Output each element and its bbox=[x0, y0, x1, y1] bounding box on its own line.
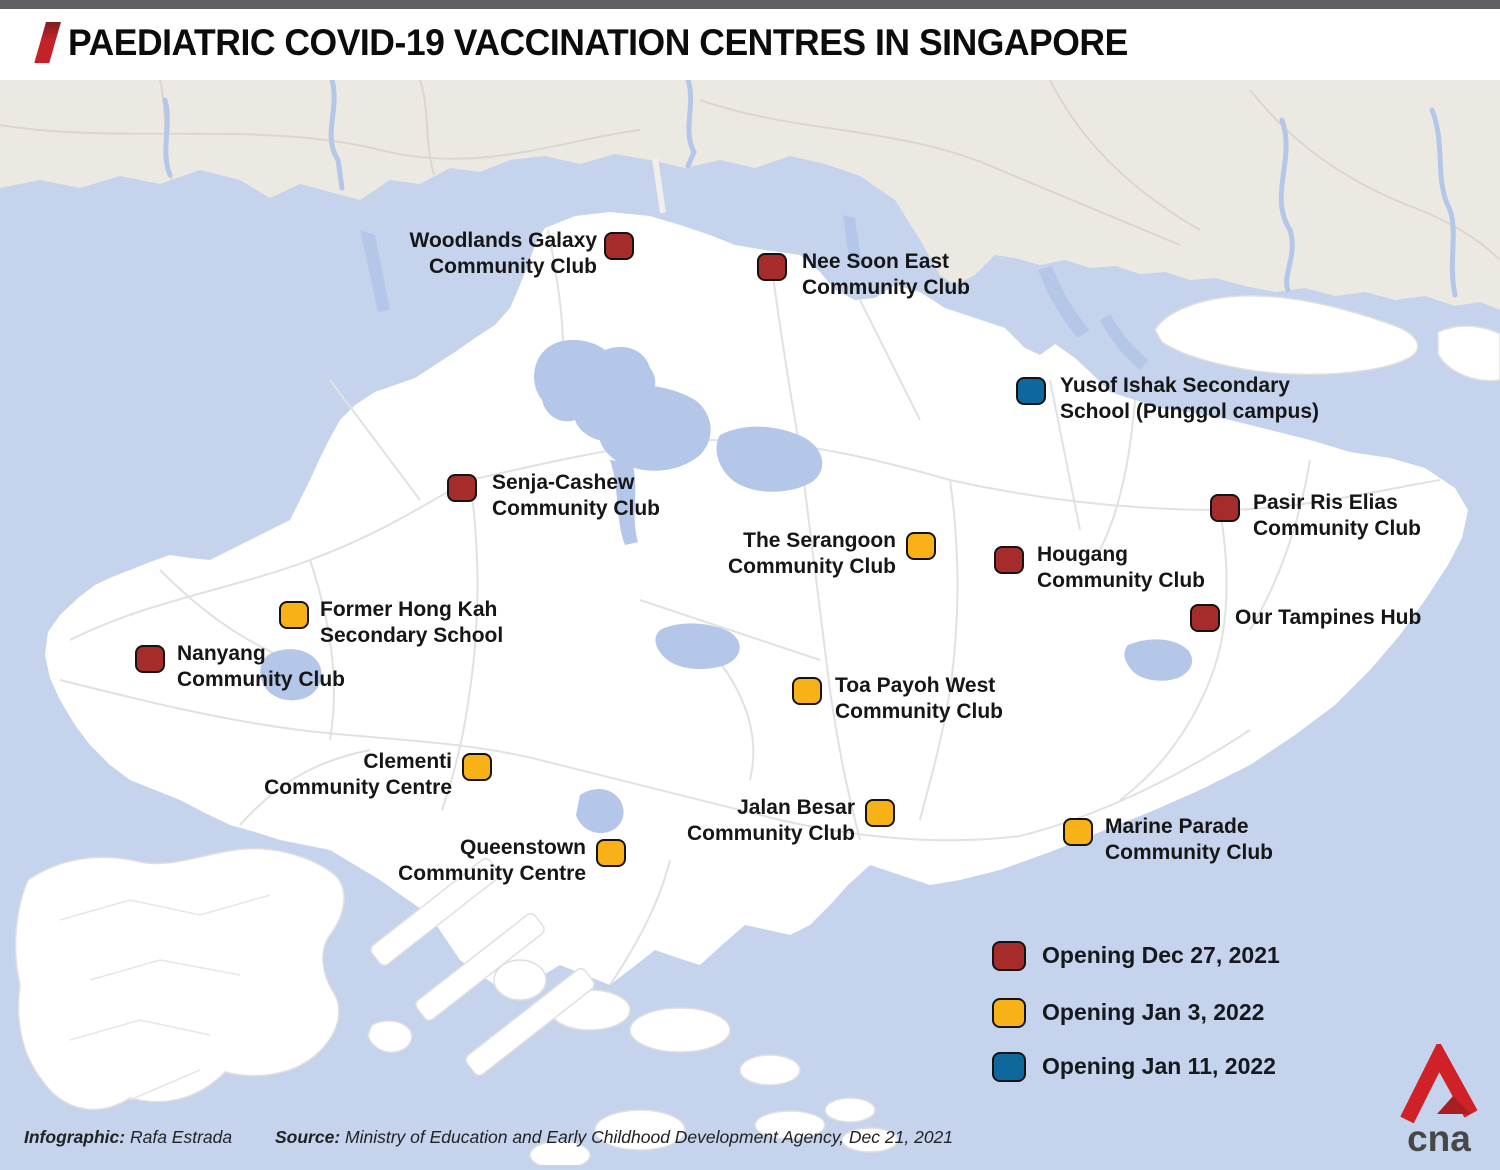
map-label-toa-payoh-west-community-club: Toa Payoh West Community Club bbox=[835, 674, 1003, 723]
map-label-woodlands-galaxy-community-club: Woodlands Galaxy Community Club bbox=[409, 229, 598, 278]
map-marker-nee-soon-east-community-club bbox=[757, 253, 787, 281]
malaysia-roads bbox=[0, 79, 1500, 261]
map-marker-toa-payoh-west-community-club bbox=[792, 677, 822, 705]
map-label-jalan-besar-community-club: Jalan Besar Community Club bbox=[687, 796, 855, 845]
map-label-nee-soon-east-community-club: Nee Soon East Community Club bbox=[802, 250, 970, 299]
infographic-value: Rafa Estrada bbox=[129, 1127, 233, 1147]
cna-logo: cna bbox=[1393, 1039, 1485, 1162]
header-bar: PAEDIATRIC COVID-19 VACCINATION CENTRES … bbox=[0, 9, 1500, 80]
map-label-clementi-community-centre: Clementi Community Centre bbox=[264, 750, 452, 799]
legend-swatch-jan11 bbox=[992, 1052, 1026, 1082]
infographic-label: Infographic: bbox=[24, 1127, 126, 1147]
map-marker-hougang-community-club bbox=[994, 546, 1024, 574]
page-title: PAEDIATRIC COVID-19 VACCINATION CENTRES … bbox=[68, 22, 1128, 63]
map-label-queenstown-community-centre: Queenstown Community Centre bbox=[398, 836, 586, 885]
map-label-yusof-ishak-secondary-school-punggol-campus: Yusof Ishak Secondary School (Punggol cam… bbox=[1060, 374, 1320, 423]
legend-swatch-dec27 bbox=[992, 941, 1026, 971]
map-label-the-serangoon-community-club: The Serangoon Community Club bbox=[728, 529, 896, 578]
jurong-island-roads bbox=[59, 894, 271, 1101]
map-label-our-tampines-hub: Our Tampines Hub bbox=[1235, 606, 1422, 629]
singapore-island bbox=[45, 212, 1468, 995]
map-label-senja-cashew-community-club: Senja-Cashew Community Club bbox=[492, 471, 660, 520]
map-marker-woodlands-galaxy-community-club bbox=[604, 232, 634, 260]
reservoirs bbox=[260, 215, 1193, 834]
footer-credits: Infographic: Rafa Estrada Source: Minist… bbox=[24, 1127, 953, 1148]
map-marker-senja-cashew-community-club bbox=[447, 474, 477, 502]
map-marker-marine-parade-community-club bbox=[1063, 818, 1093, 846]
legend-label-jan3: Opening Jan 3, 2022 bbox=[1042, 999, 1265, 1025]
map-marker-clementi-community-centre bbox=[462, 753, 492, 781]
singapore-map bbox=[0, 77, 1500, 1170]
cna-slash-icon bbox=[34, 22, 61, 63]
legend-swatch-jan3 bbox=[992, 998, 1026, 1028]
map-marker-pasir-ris-elias-community-club bbox=[1210, 494, 1240, 522]
map-label-pasir-ris-elias-community-club: Pasir Ris Elias Community Club bbox=[1253, 491, 1421, 540]
top-strip bbox=[0, 0, 1500, 9]
map-area bbox=[0, 77, 1500, 1170]
singapore-roads bbox=[59, 229, 1441, 986]
source-label: Source: bbox=[275, 1127, 341, 1147]
malaysia-rivers bbox=[162, 77, 1458, 298]
map-label-hougang-community-club: Hougang Community Club bbox=[1037, 543, 1205, 592]
source-value: Ministry of Education and Early Childhoo… bbox=[345, 1127, 954, 1147]
map-marker-former-hong-kah-secondary-school bbox=[279, 601, 309, 629]
malaysia-landmass bbox=[0, 77, 1500, 310]
cna-logo-text: cna bbox=[1407, 1118, 1471, 1159]
map-marker-our-tampines-hub bbox=[1190, 604, 1220, 632]
map-marker-yusof-ishak-secondary-school-punggol-campus bbox=[1016, 377, 1046, 405]
legend-label-dec27: Opening Dec 27, 2021 bbox=[1042, 942, 1280, 968]
map-marker-nanyang-community-club bbox=[135, 645, 165, 673]
map-marker-jalan-besar-community-club bbox=[865, 799, 895, 827]
map-label-nanyang-community-club: Nanyang Community Club bbox=[177, 642, 345, 691]
offshore-islands bbox=[14, 295, 1500, 1170]
legend-label-jan11: Opening Jan 11, 2022 bbox=[1042, 1053, 1276, 1079]
causeway bbox=[652, 157, 666, 214]
map-label-former-hong-kah-secondary-school: Former Hong Kah Secondary School bbox=[320, 598, 504, 647]
map-marker-queenstown-community-centre bbox=[596, 839, 626, 867]
map-label-marine-parade-community-club: Marine Parade Community Club bbox=[1105, 815, 1273, 864]
cna-triangle-icon bbox=[1400, 1039, 1478, 1124]
map-marker-the-serangoon-community-club bbox=[906, 532, 936, 560]
